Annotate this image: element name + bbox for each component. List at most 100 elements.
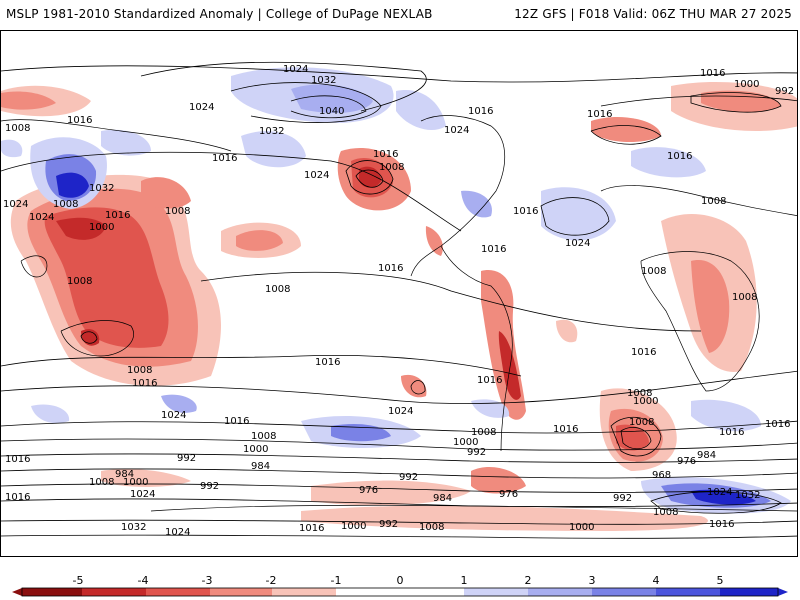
contour-label: 1024 xyxy=(29,212,54,223)
isobar xyxy=(650,491,782,514)
contour-label: 1016 xyxy=(765,419,790,430)
contour-label: 1024 xyxy=(130,489,155,500)
isobar xyxy=(590,125,662,145)
contour-label: 1016 xyxy=(5,454,30,465)
colorbar-bin xyxy=(82,588,146,596)
isobar xyxy=(1,438,797,451)
contour-label: 992 xyxy=(467,447,486,458)
colorbar-bin xyxy=(336,588,464,596)
colorbar-bin xyxy=(22,588,82,596)
anomaly-area xyxy=(56,217,106,240)
isobar xyxy=(290,95,367,119)
anomaly-area xyxy=(236,230,283,251)
contour-label: 1000 xyxy=(453,437,478,448)
anomaly-area xyxy=(301,505,708,531)
isobar-contours xyxy=(1,61,797,539)
contour-label: 1008 xyxy=(641,266,666,277)
contour-label: 976 xyxy=(359,485,378,496)
isobar xyxy=(230,82,382,123)
colorbar-tick-label: -2 xyxy=(265,574,277,587)
coastline xyxy=(410,115,505,277)
coastline xyxy=(600,185,797,216)
contour-label: 1016 xyxy=(67,115,92,126)
contour-label: 1016 xyxy=(477,375,502,386)
isobar xyxy=(540,197,610,236)
contour-label: 1000 xyxy=(89,222,114,233)
anomaly-area xyxy=(471,399,510,418)
colorbar-tick-label: 2 xyxy=(524,574,532,587)
contour-label: 1016 xyxy=(105,210,130,221)
anomaly-area xyxy=(556,319,578,343)
anomaly-area xyxy=(691,489,756,505)
contour-label: 1024 xyxy=(565,238,590,249)
anomaly-area xyxy=(56,172,89,198)
contour-label: 1016 xyxy=(667,151,692,162)
anomaly-area xyxy=(631,147,706,178)
anomaly-area xyxy=(691,260,730,353)
contour-label: 1032 xyxy=(259,126,284,137)
contour-label: 1008 xyxy=(5,123,30,134)
contour-label: 1016 xyxy=(299,523,324,534)
contour-label: 976 xyxy=(499,489,518,500)
colorbar-tick-label: -1 xyxy=(330,574,342,587)
contour-label: 984 xyxy=(697,450,716,461)
anomaly-area xyxy=(461,190,492,218)
coastline xyxy=(1,119,232,152)
anomaly-area xyxy=(591,116,661,143)
anomaly-area xyxy=(396,90,446,131)
contour-label: 1008 xyxy=(265,284,290,295)
anomaly-area xyxy=(141,177,191,209)
anomaly-area xyxy=(691,399,761,432)
isobar xyxy=(200,271,702,332)
contour-label: 1008 xyxy=(732,292,757,303)
contour-label: 984 xyxy=(115,469,134,480)
contour-label: 1016 xyxy=(378,263,403,274)
contour-label: 1008 xyxy=(89,477,114,488)
isobar xyxy=(1,468,797,479)
contour-label: 1008 xyxy=(251,431,276,442)
coastline xyxy=(640,251,760,392)
contour-labels: 1024 1032 1040 1024 1016 1008 1016 1032 … xyxy=(3,64,794,538)
anomaly-area xyxy=(31,404,70,424)
contour-label: 1008 xyxy=(627,388,652,399)
anomaly-area xyxy=(101,129,151,156)
anomaly-area xyxy=(241,131,306,168)
anomaly-area xyxy=(425,226,443,256)
contour-label: 1016 xyxy=(481,244,506,255)
coastlines xyxy=(1,115,797,512)
anomaly-area xyxy=(161,394,197,413)
isobar xyxy=(1,420,797,434)
contour-label: 1024 xyxy=(388,406,413,417)
colorbar-tick-label: 3 xyxy=(588,574,596,587)
contour-label: 1000 xyxy=(633,396,658,407)
contour-label: 1016 xyxy=(373,149,398,160)
contour-label: 1016 xyxy=(709,519,734,530)
colorbar-bin xyxy=(720,588,778,596)
colorbar-bin xyxy=(272,588,336,596)
contour-label: 1008 xyxy=(127,365,152,376)
colorbar-tick-label: 4 xyxy=(652,574,660,587)
anomaly-area xyxy=(401,374,427,398)
anomaly-colorbar xyxy=(12,587,788,597)
isobar xyxy=(620,427,652,450)
colorbar-bin xyxy=(146,588,210,596)
contour-label: 1040 xyxy=(319,106,344,117)
contour-label: 1024 xyxy=(444,125,469,136)
isobar xyxy=(140,61,427,112)
contour-label: 1008 xyxy=(629,417,654,428)
anomaly-area xyxy=(1,139,23,158)
contour-label: 1000 xyxy=(341,521,366,532)
coastline xyxy=(150,504,797,512)
isobar xyxy=(345,160,394,195)
colorbar-tick-label: 1 xyxy=(460,574,468,587)
anomaly-area xyxy=(44,207,169,348)
contour-label: 1008 xyxy=(53,199,78,210)
contour-label: 1016 xyxy=(315,357,340,368)
isobar xyxy=(1,534,797,539)
contour-label: 1016 xyxy=(553,424,578,435)
contour-label: 1016 xyxy=(468,106,493,117)
contour-label: 1032 xyxy=(121,522,146,533)
colorbar-outline xyxy=(21,587,779,597)
coastline xyxy=(60,320,134,357)
colorbar-tick-label: -4 xyxy=(137,574,149,587)
